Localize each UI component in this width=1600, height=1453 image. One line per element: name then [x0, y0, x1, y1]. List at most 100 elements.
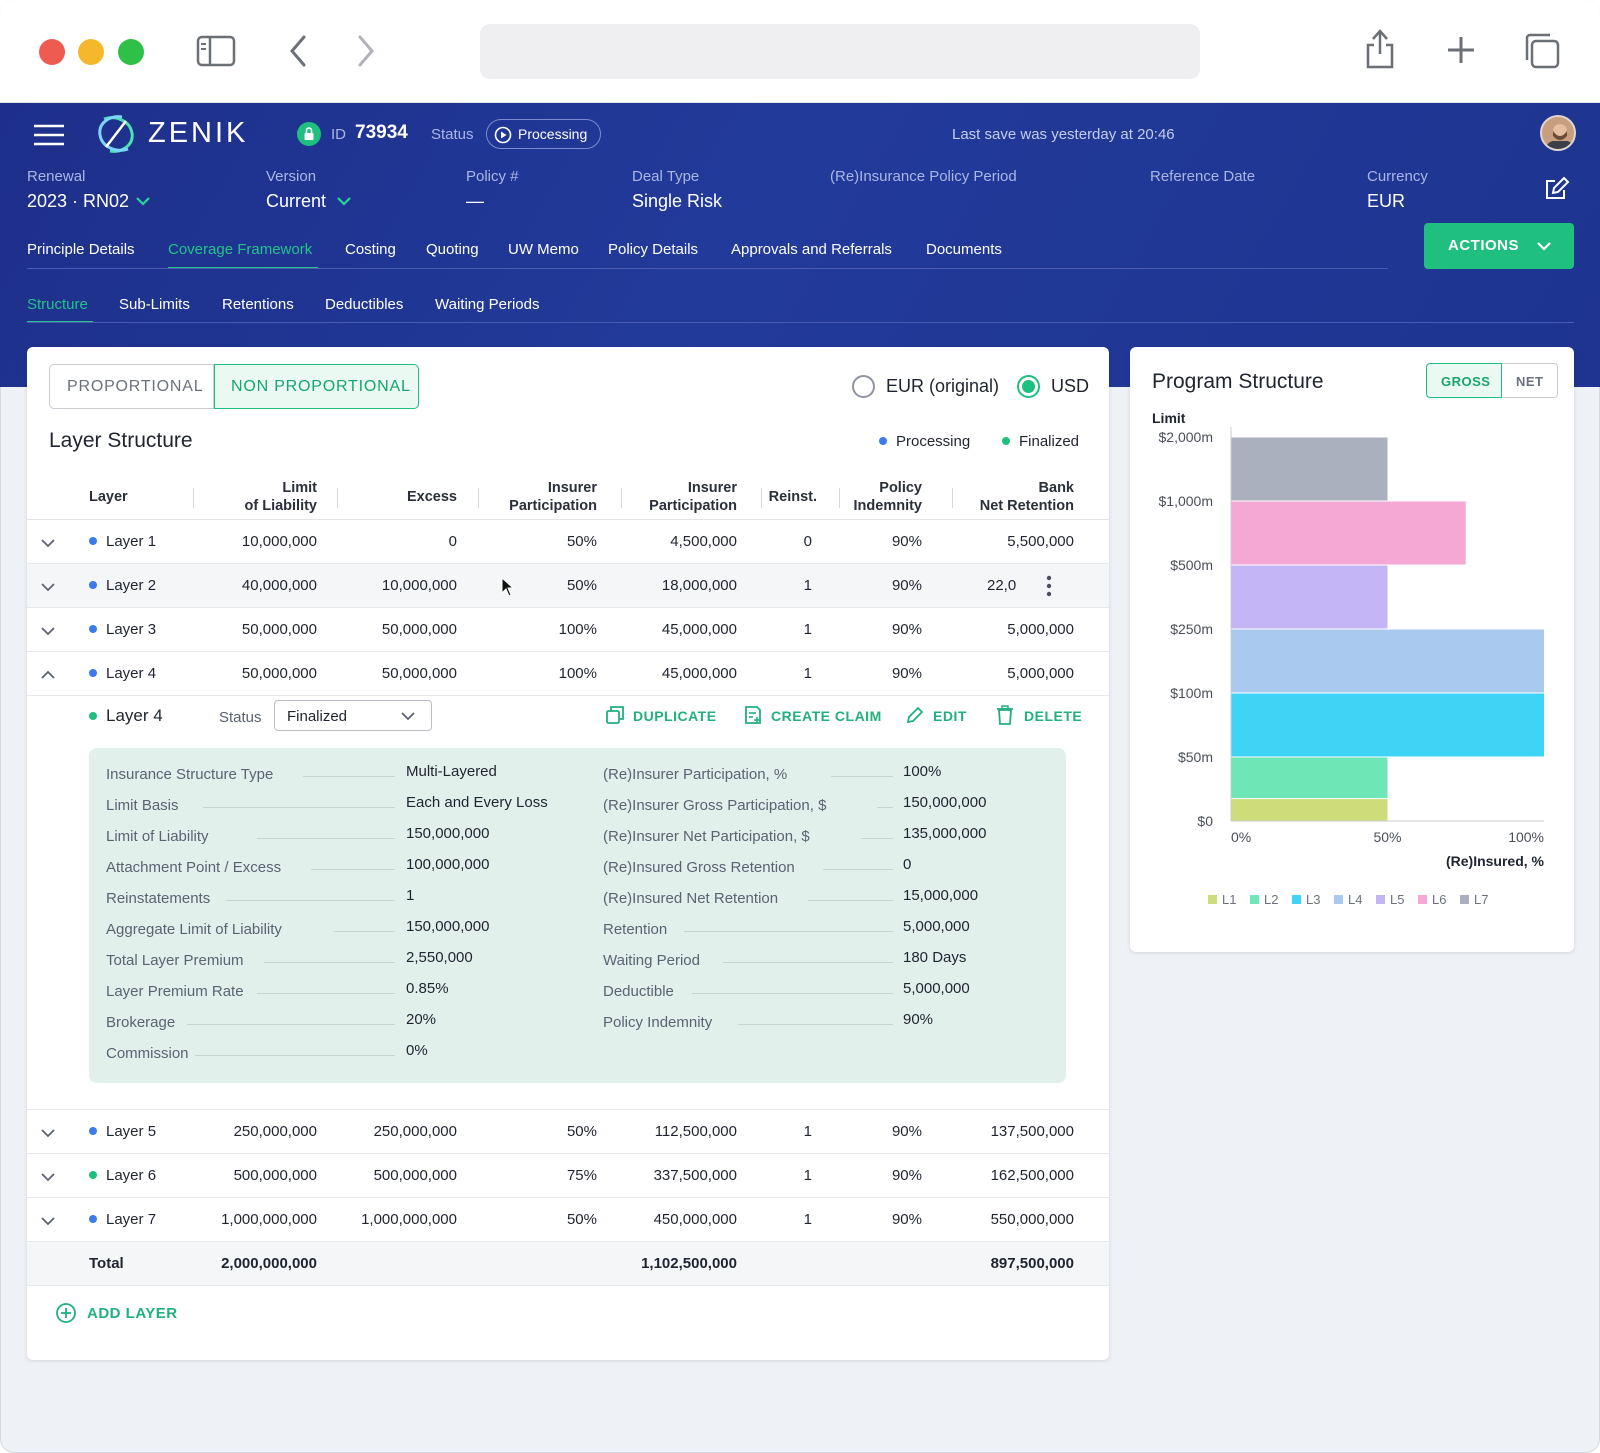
cell-excess: 0 [448, 533, 457, 550]
table-row[interactable]: Layer 6 500,000,000 500,000,000 75% 337,… [27, 1154, 1109, 1198]
renewal-chevron-down-icon[interactable] [135, 195, 151, 207]
add-layer-button[interactable]: ADD LAYER [87, 1305, 178, 1322]
currency-value: EUR [1367, 191, 1406, 211]
total-label: Total [89, 1255, 124, 1272]
play-circle-icon [494, 126, 512, 144]
cell-limit: 50,000,000 [241, 665, 317, 682]
collapse-chevron-up-icon[interactable] [41, 668, 55, 682]
minimize-window-icon[interactable] [78, 39, 104, 65]
new-tab-icon[interactable] [1446, 35, 1476, 65]
net-toggle[interactable]: NET [1502, 363, 1558, 398]
tab-principle-details[interactable]: Principle Details [27, 241, 135, 258]
usd-radio-label: USD [1051, 376, 1090, 396]
menu-icon[interactable] [34, 124, 64, 146]
subtab-sub-limits[interactable]: Sub-Limits [119, 296, 190, 313]
tab-costing[interactable]: Costing [345, 241, 396, 258]
delete-button[interactable]: DELETE [1024, 708, 1083, 724]
renewal-value[interactable]: 2023 · RN02 [27, 191, 130, 211]
actions-button[interactable]: ACTIONS [1424, 223, 1574, 269]
table-row[interactable]: Layer 7 1,000,000,000 1,000,000,000 50% … [27, 1198, 1109, 1242]
detail-status-select[interactable]: Finalized [274, 700, 432, 731]
version-chevron-down-icon[interactable] [336, 195, 352, 207]
create-claim-icon[interactable] [743, 705, 763, 725]
table-row[interactable]: Layer 1 10,000,000 0 50% 4,500,000 0 90%… [27, 520, 1109, 564]
y-tick-label: $100m [1170, 685, 1213, 701]
expand-chevron-down-icon[interactable] [41, 580, 55, 594]
legend-label-l5: L5 [1390, 892, 1404, 907]
eur-radio-label: EUR (original) [886, 376, 1000, 396]
close-window-icon[interactable] [39, 39, 65, 65]
deal-id: 73934 [355, 122, 408, 143]
total-participation: 1,102,500,000 [641, 1255, 737, 1272]
share-icon[interactable] [1364, 28, 1396, 70]
tab-coverage-framework[interactable]: Coverage Framework [168, 241, 313, 258]
expand-chevron-down-icon[interactable] [41, 1214, 55, 1228]
cell-participation: 45,000,000 [661, 621, 737, 638]
browser-toolbar [0, 0, 1600, 103]
subtab-retentions[interactable]: Retentions [222, 296, 294, 313]
legend-swatch-l4 [1334, 895, 1343, 904]
forward-arrow-icon[interactable] [356, 35, 376, 67]
maximize-window-icon[interactable] [118, 39, 144, 65]
tab-approvals-referrals[interactable]: Approvals and Referrals [731, 241, 892, 258]
usd-radio[interactable] [1017, 375, 1040, 398]
eur-radio[interactable] [852, 375, 875, 398]
add-circle-icon[interactable] [55, 1302, 77, 1324]
layer-name: Layer 6 [89, 1167, 156, 1184]
detail-label: Policy Indemnity [603, 1014, 713, 1031]
cell-limit: 1,000,000,000 [221, 1211, 317, 1228]
table-row-expanded[interactable]: Layer 4 50,000,000 50,000,000 100% 45,00… [27, 652, 1109, 696]
table-row[interactable]: Layer 2 40,000,000 10,000,000 50% 18,000… [27, 564, 1109, 608]
tab-quoting[interactable]: Quoting [426, 241, 479, 258]
address-bar[interactable] [480, 24, 1200, 79]
tab-documents[interactable]: Documents [926, 241, 1002, 258]
duplicate-icon[interactable] [605, 705, 625, 725]
detail-value: Multi-Layered [406, 763, 497, 780]
table-row[interactable]: Layer 3 50,000,000 50,000,000 100% 45,00… [27, 608, 1109, 652]
subtab-structure[interactable]: Structure [27, 296, 88, 313]
create-claim-button[interactable]: CREATE CLAIM [771, 708, 882, 724]
back-arrow-icon[interactable] [288, 35, 308, 67]
edit-header-icon[interactable] [1544, 176, 1570, 202]
subtab-deductibles[interactable]: Deductibles [325, 296, 404, 313]
chevron-down-icon [1537, 242, 1551, 251]
expand-chevron-down-icon[interactable] [41, 624, 55, 638]
expand-chevron-down-icon[interactable] [41, 1126, 55, 1140]
detail-value: 5,000,000 [903, 918, 970, 935]
detail-value: 0% [406, 1042, 428, 1059]
detail-label: Brokerage [106, 1014, 176, 1031]
expand-chevron-down-icon[interactable] [41, 1170, 55, 1184]
detail-label: Limit Basis [106, 797, 179, 814]
proportional-toggle[interactable]: PROPORTIONAL [49, 364, 214, 409]
tab-uw-memo[interactable]: UW Memo [508, 241, 579, 258]
detail-label: Reinstatements [106, 890, 211, 907]
x-tick-label: 50% [1373, 829, 1401, 845]
cell-net-retention: 22,0 [987, 577, 1017, 594]
layer-name: Layer 7 [89, 1211, 156, 1228]
legend-swatch-l2 [1250, 895, 1259, 904]
non-proportional-toggle[interactable]: NON PROPORTIONAL [214, 364, 419, 409]
expand-chevron-down-icon[interactable] [41, 536, 55, 550]
cell-participation-pct: 50% [566, 533, 597, 550]
detail-value: 100,000,000 [406, 856, 490, 873]
tabs-overview-icon[interactable] [1523, 32, 1561, 70]
trash-icon[interactable] [995, 705, 1015, 725]
bar-l4 [1231, 629, 1544, 693]
cell-participation: 337,500,000 [653, 1167, 737, 1184]
gross-toggle[interactable]: GROSS [1426, 363, 1502, 398]
more-options-icon[interactable] [1044, 575, 1054, 597]
cell-participation: 4,500,000 [670, 533, 737, 550]
detail-value: 1 [406, 887, 415, 904]
edit-button[interactable]: EDIT [933, 708, 967, 724]
sidebar-toggle-icon[interactable] [196, 34, 236, 68]
edit-pencil-icon[interactable] [905, 705, 925, 725]
detail-value: 135,000,000 [903, 825, 987, 842]
duplicate-button[interactable]: DUPLICATE [633, 708, 717, 724]
version-value[interactable]: Current [266, 191, 327, 211]
subtab-waiting-periods[interactable]: Waiting Periods [435, 296, 540, 313]
table-row[interactable]: Layer 5 250,000,000 250,000,000 50% 112,… [27, 1110, 1109, 1154]
bar-l3 [1231, 693, 1544, 757]
avatar[interactable] [1540, 115, 1576, 151]
currency-label: Currency [1367, 168, 1428, 185]
tab-policy-details[interactable]: Policy Details [608, 241, 699, 258]
